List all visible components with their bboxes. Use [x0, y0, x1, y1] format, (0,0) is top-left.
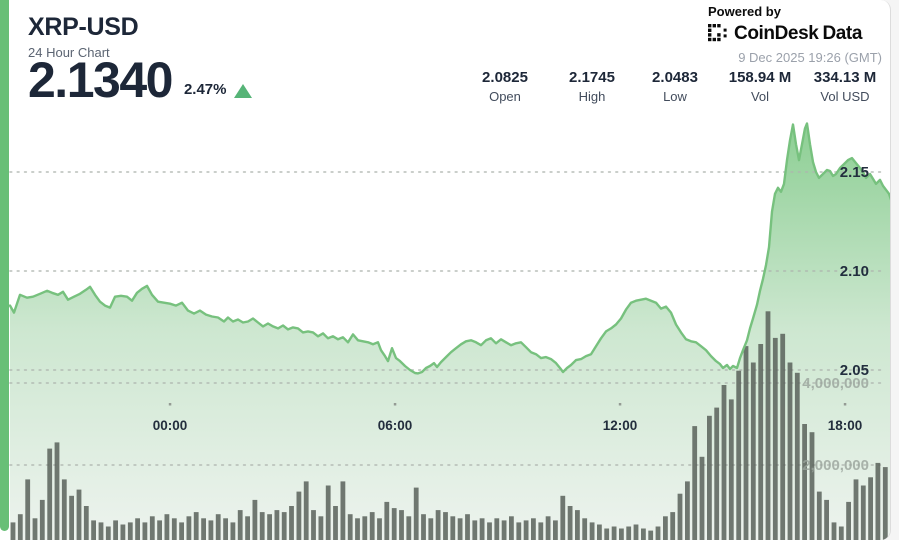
price-line — [8, 122, 890, 375]
coindesk-logo-icon — [708, 23, 727, 41]
svg-text:06:00: 06:00 — [378, 418, 413, 433]
up-arrow-icon — [234, 83, 253, 98]
stat-low-value: 2.0483 — [652, 69, 698, 86]
svg-text:2.10: 2.10 — [840, 263, 869, 280]
stat-high-value: 2.1745 — [569, 69, 615, 86]
brand-suffix: Data — [822, 23, 863, 44]
stat-volume: 158.94 M Vol — [729, 69, 792, 104]
svg-text:4,000,000: 4,000,000 — [802, 375, 869, 392]
stat-open: 2.0825 Open — [482, 69, 528, 104]
stat-volume-usd-value: 334.13 M — [813, 69, 877, 86]
powered-by-block: Powered by CoinDesk Data 9 Dec 2025 19:2… — [708, 4, 882, 65]
chart-subtitle: 24 Hour Chart — [28, 45, 110, 60]
svg-text:2.05: 2.05 — [840, 362, 869, 379]
stat-volume-value: 158.94 M — [728, 69, 792, 86]
header: XRP-USD 24 Hour Chart — [28, 13, 139, 60]
stat-volume-usd-label: Vol USD — [820, 89, 870, 104]
stat-high: 2.1745 High — [569, 69, 615, 104]
powered-by-label: Powered by — [708, 4, 781, 19]
brand-name: CoinDesk — [734, 23, 819, 44]
stat-high-label: High — [578, 89, 606, 104]
price-change-percent: 2.47% — [183, 80, 227, 98]
svg-text:2,000,000: 2,000,000 — [802, 457, 869, 474]
svg-text:00:00: 00:00 — [153, 418, 188, 433]
stat-low: 2.0483 Low — [652, 69, 698, 104]
instrument-symbol: XRP-USD — [28, 13, 139, 41]
stat-open-value: 2.0825 — [482, 69, 528, 86]
price-area-fill — [10, 123, 890, 540]
left-accent-bar — [0, 0, 9, 531]
timestamp: 9 Dec 2025 19:26 (GMT) — [738, 50, 882, 65]
current-price: 2.1340 — [28, 52, 173, 108]
svg-text:12:00: 12:00 — [603, 418, 638, 433]
svg-text:18:00: 18:00 — [828, 418, 863, 433]
stat-volume-usd: 334.13 M Vol USD — [814, 69, 877, 104]
stat-low-label: Low — [663, 89, 687, 104]
stat-open-label: Open — [489, 89, 521, 104]
stat-volume-label: Vol — [750, 89, 770, 104]
coindesk-data-logo[interactable]: CoinDesk Data — [708, 23, 882, 45]
svg-text:2.15: 2.15 — [840, 164, 869, 181]
price-block: 2.1340 2.47% — [28, 52, 253, 108]
